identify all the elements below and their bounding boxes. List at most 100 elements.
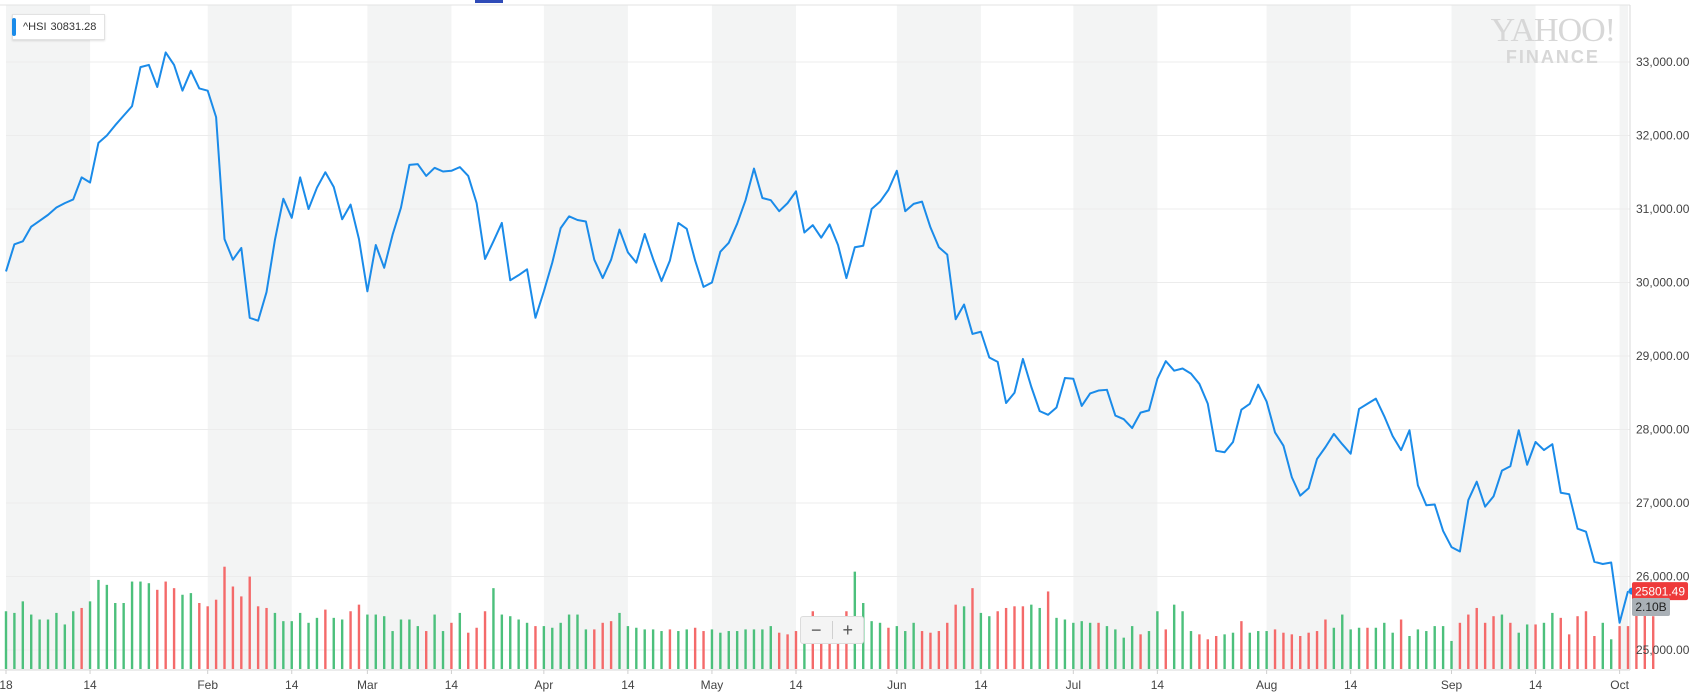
volume-bar: [584, 629, 588, 669]
volume-bar: [1172, 604, 1176, 669]
volume-bar: [206, 606, 209, 669]
y-tick-label: 33,000.00: [1636, 55, 1690, 69]
volume-bar: [1122, 637, 1125, 669]
volume-bar: [1114, 629, 1117, 669]
volume-bar: [450, 622, 453, 669]
volume-bar: [1299, 636, 1302, 669]
volume-bar: [458, 612, 462, 669]
volume-bar: [290, 621, 293, 669]
volume-bar: [1223, 634, 1226, 669]
volume-bar: [1248, 632, 1252, 669]
volume-bar: [1383, 622, 1386, 669]
time-band: [543, 5, 628, 670]
volume-bar: [1189, 631, 1193, 669]
volume-bar: [1609, 639, 1613, 669]
volume-bar: [962, 606, 966, 669]
y-tick-label: 32,000.00: [1636, 129, 1690, 143]
volume-bar: [1013, 606, 1016, 669]
x-tick-label: 14: [1151, 678, 1165, 692]
zoom-divider: [831, 621, 833, 639]
time-band: [1073, 5, 1158, 670]
volume-bar: [1584, 611, 1588, 669]
volume-bar: [1391, 632, 1394, 669]
volume-bar: [1315, 631, 1319, 669]
volume-bar: [509, 616, 512, 669]
volume-bar: [618, 612, 621, 669]
volume-bar: [114, 603, 117, 669]
volume-bar: [88, 601, 92, 669]
volume-bar: [1374, 627, 1378, 669]
zoom-in-button[interactable]: +: [842, 620, 853, 640]
volume-bar: [710, 629, 714, 669]
volume-bar: [483, 611, 487, 669]
volume-bar: [273, 612, 277, 669]
y-tick-label: 30,000.00: [1636, 276, 1690, 290]
volume-bar: [1139, 634, 1142, 669]
volume-bar: [1055, 617, 1058, 669]
volume-bar: [4, 611, 8, 669]
x-tick-label: Jun: [887, 678, 906, 692]
volume-bar: [164, 581, 167, 669]
volume-bar: [1072, 622, 1075, 669]
time-band: [1619, 5, 1628, 670]
volume-bar: [475, 627, 478, 669]
volume-bar: [248, 576, 251, 669]
volume-bar: [979, 612, 983, 669]
volume-bar: [727, 631, 730, 669]
volume-bar: [752, 629, 756, 669]
volume-bar: [971, 588, 974, 669]
volume-bar: [441, 631, 445, 669]
volume-bar: [878, 622, 882, 669]
volume-bar: [189, 593, 193, 669]
volume-bar: [719, 632, 722, 669]
volume-bar: [63, 624, 67, 669]
volume-bar: [635, 627, 638, 669]
volume-bar: [996, 611, 999, 669]
volume-bar: [1517, 632, 1520, 669]
x-tick-label: Apr: [535, 678, 554, 692]
volume-bar: [685, 629, 688, 669]
volume-bar: [693, 627, 697, 669]
volume-bar: [1038, 607, 1041, 669]
volume-bar: [525, 622, 529, 669]
volume-bar: [391, 631, 394, 669]
volume-bar: [1307, 632, 1310, 669]
volume-bar: [298, 612, 302, 669]
volume-bar: [1643, 589, 1647, 669]
volume-bar: [1433, 626, 1436, 669]
volume-bar: [282, 621, 285, 669]
volume-bar: [500, 614, 504, 669]
volume-bar: [660, 631, 663, 669]
y-tick-label: 28,000.00: [1636, 423, 1690, 437]
time-band: [6, 5, 91, 670]
volume-bar: [139, 581, 142, 669]
volume-bar: [408, 619, 411, 669]
volume-bar: [1559, 617, 1562, 669]
volume-bar: [1635, 603, 1638, 669]
volume-bar: [1231, 632, 1235, 669]
volume-bar: [324, 609, 327, 669]
volume-bar: [1500, 614, 1504, 669]
volume-bar: [72, 611, 75, 669]
x-tick-label: 14: [1344, 678, 1358, 692]
volume-bar: [593, 629, 596, 669]
volume-bar: [920, 631, 924, 669]
y-tick-label: 26,000.00: [1636, 570, 1690, 584]
volume-bar: [1004, 607, 1008, 669]
legend-badge[interactable]: ^HSI 30831.28: [12, 14, 106, 40]
volume-bar: [1399, 619, 1403, 669]
volume-bar: [1483, 622, 1487, 669]
volume-bar: [425, 631, 428, 669]
volume-bar: [1467, 614, 1470, 669]
volume-bar: [1273, 629, 1277, 669]
x-tick-label: 14: [621, 678, 635, 692]
volume-bar: [559, 622, 562, 669]
volume-bar: [181, 594, 184, 669]
volume-bar: [307, 622, 310, 669]
volume-bar: [1357, 627, 1361, 669]
volume-bar: [1290, 634, 1294, 669]
zoom-out-button[interactable]: −: [810, 620, 822, 640]
volume-bar: [1164, 629, 1167, 669]
volume-bar: [1525, 624, 1529, 669]
